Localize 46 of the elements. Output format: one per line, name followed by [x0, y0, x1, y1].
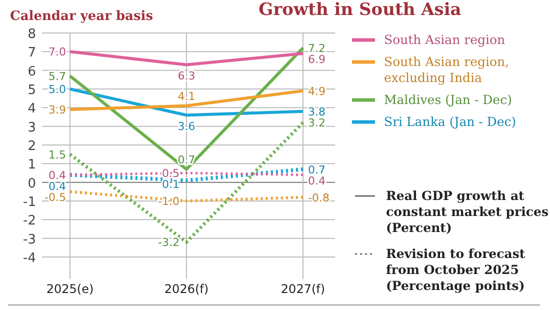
x-tick-label: 2026(f) [164, 282, 209, 296]
y-tick-label: 6 [28, 64, 36, 80]
y-tick-label: 3 [28, 120, 36, 136]
legend-label: Maldives (Jan - Dec) [384, 92, 512, 107]
y-tick-label: -3 [23, 232, 36, 248]
data-label: 5.7 [48, 70, 66, 83]
data-label: 3.8 [308, 105, 326, 118]
y-axis-title: Calendar year basis [10, 9, 154, 24]
data-label: 0.7 [178, 153, 196, 166]
text: Real GDP growth at constant market prices (Percent) [386, 188, 548, 235]
y-tick-label: 1 [28, 158, 36, 173]
legend-label: Sri Lanka (Jan - Dec) [384, 114, 516, 129]
legend-label: South Asian region, excluding India [384, 54, 510, 85]
x-tick-label: 2027(f) [280, 282, 326, 296]
data-label: 3.6 [178, 120, 196, 134]
y-tick-label: -4 [23, 251, 36, 266]
text: Revision to forecast from October 2025 (Percentage points) [386, 246, 526, 293]
data-label: 0.4 [48, 168, 66, 182]
y-tick-label: 8 [28, 27, 36, 42]
data-label: 4.1 [178, 90, 196, 103]
data-label: 3.9 [48, 104, 66, 117]
data-label: -3.2 [158, 236, 180, 250]
data-label: 3.2 [308, 116, 326, 130]
data-label: 7.0 [48, 46, 66, 59]
chart-title: Growth in South Asia [258, 0, 462, 20]
data-label: 5.0 [48, 83, 66, 96]
data-label: 0.4 [48, 180, 66, 193]
legend-label: South Asian region [384, 32, 506, 47]
data-label: -0.8 [308, 191, 330, 204]
data-label: 0.5 [162, 167, 180, 180]
data-label: 6.3 [178, 70, 196, 83]
y-tick-label: 4 [28, 102, 36, 117]
data-label: -0.5 [44, 190, 66, 204]
data-label: -1.0 [158, 195, 180, 208]
y-tick-label: 7 [28, 46, 36, 61]
data-label: 7.2 [308, 42, 326, 55]
x-tick-label: 2025(e) [46, 282, 94, 296]
data-label: 0.7 [308, 163, 326, 176]
y-tick-label: -1 [23, 195, 36, 210]
y-tick-label: 0 [28, 176, 36, 192]
data-label: 4.9 [308, 84, 326, 98]
y-tick-label: -2 [23, 214, 36, 229]
y-tick-label: 5 [28, 83, 36, 98]
data-label: 1.5 [48, 148, 66, 162]
y-tick-label: 2 [28, 139, 36, 154]
data-label: 6.9 [308, 52, 326, 66]
